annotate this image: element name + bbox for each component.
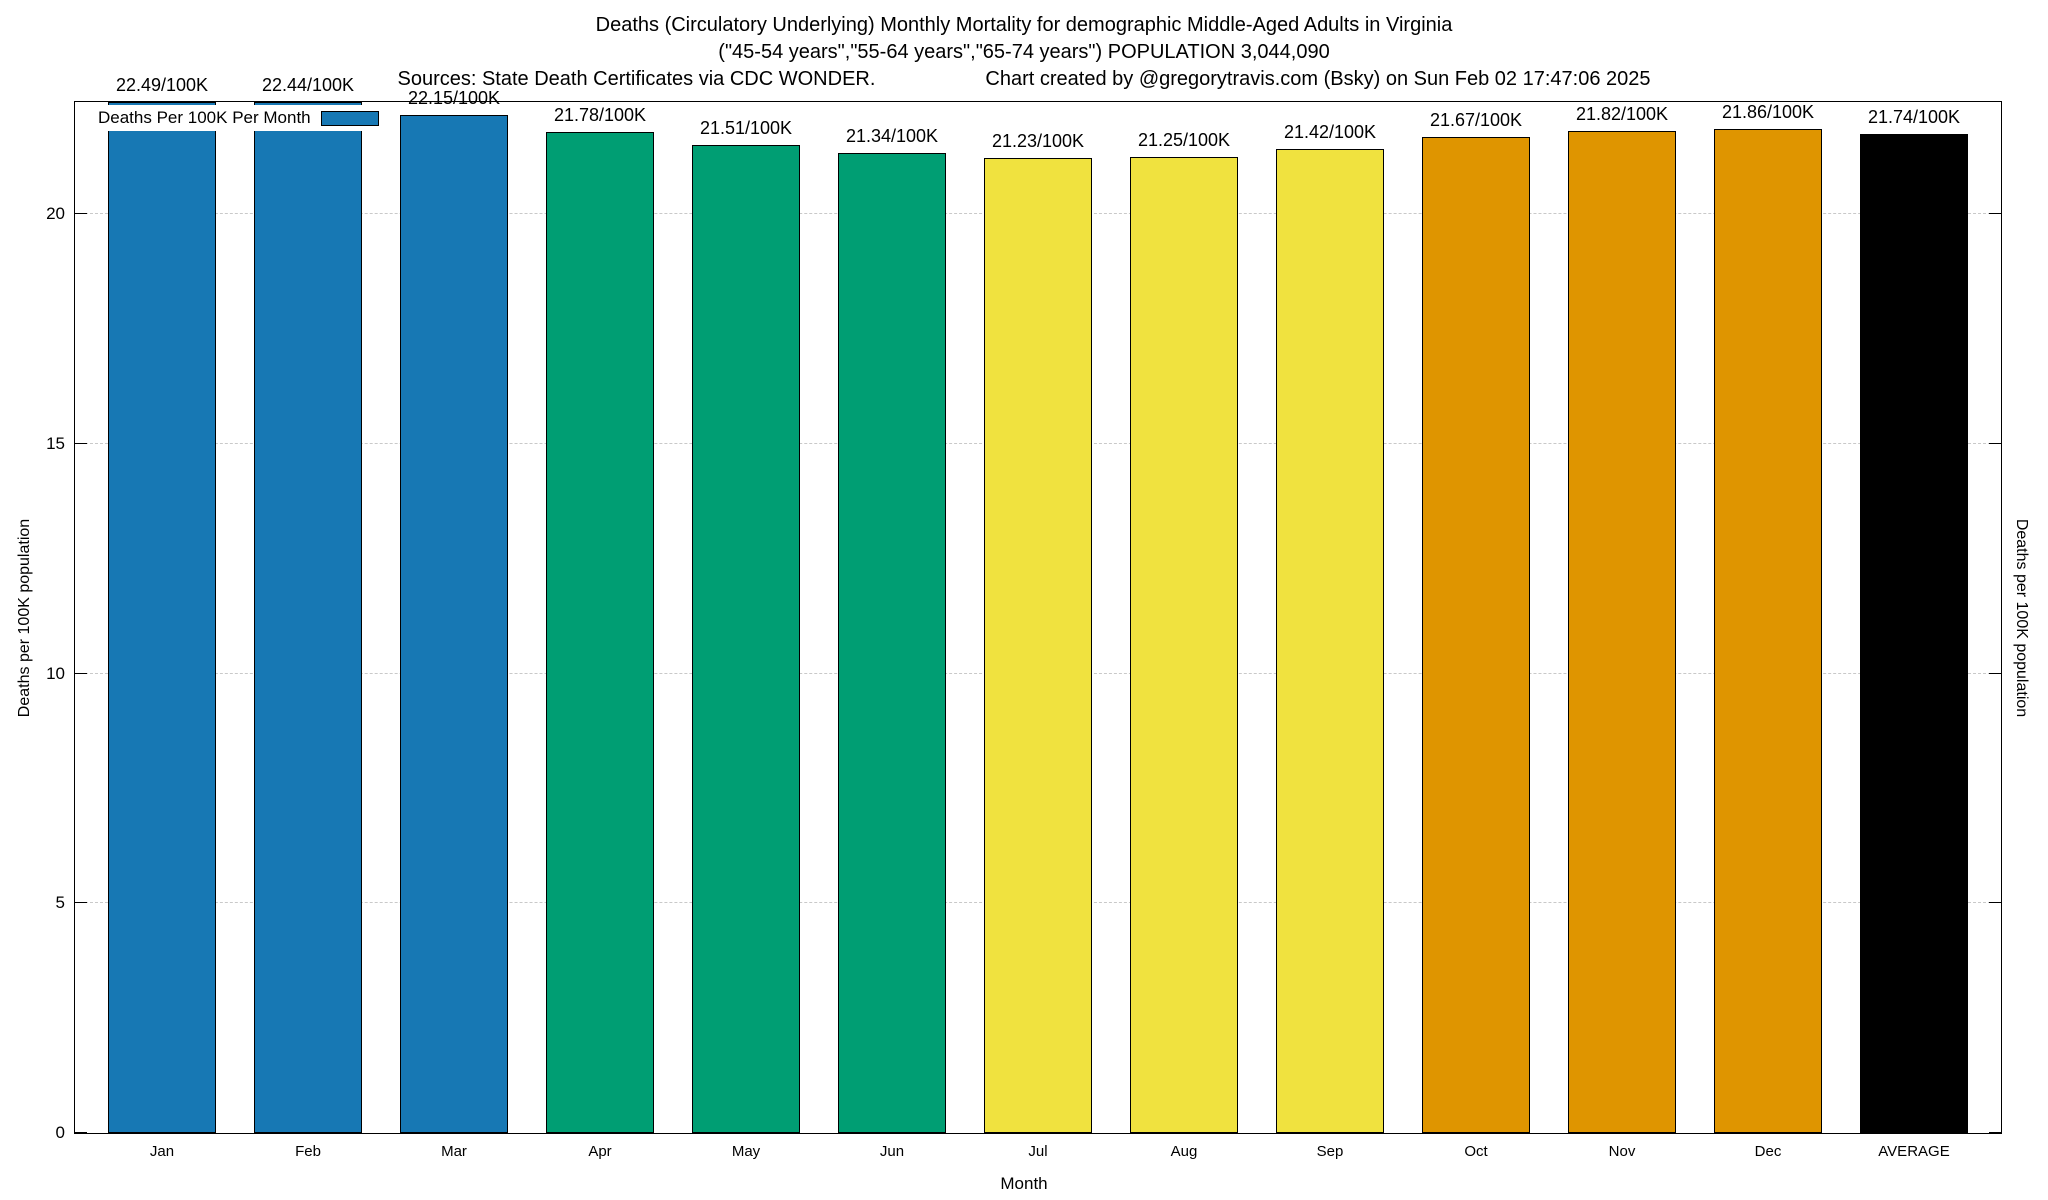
bar-nov — [1567, 130, 1677, 1133]
x-tick-label: Mar — [441, 1143, 467, 1160]
x-tick-label: Jun — [879, 1143, 905, 1160]
bar-slot-apr: 21.78/100K Apr — [527, 102, 673, 1160]
bar-value-label: 21.34/100K — [845, 125, 939, 146]
chart-title-line3: Sources: State Death Certificates via CD… — [0, 66, 2048, 93]
y-tick-label: 10 — [46, 663, 65, 683]
x-tick-label: Dec — [1754, 1143, 1782, 1160]
legend-swatch — [320, 110, 379, 126]
bar-jul — [983, 157, 1093, 1133]
bar-value-label: 22.15/100K — [407, 88, 501, 109]
bar-oct — [1421, 137, 1531, 1133]
bar-apr — [545, 132, 655, 1133]
bar-slot-aug: 21.25/100K Aug — [1111, 102, 1257, 1160]
bar-value-label: 21.25/100K — [1137, 129, 1231, 150]
chart-body: Deaths per 100K population Deaths Per 10… — [0, 75, 2048, 1160]
x-tick-label: Apr — [588, 1143, 612, 1160]
bar-slot-jun: 21.34/100K Jun — [819, 102, 965, 1160]
bar-slot-average: 21.74/100K AVERAGE — [1841, 102, 1987, 1160]
y-axis-label-left: Deaths per 100K population — [6, 101, 44, 1134]
y-tick-label: 5 — [55, 893, 65, 913]
x-tick-label: Sep — [1316, 1143, 1344, 1160]
y-tick-label: 15 — [46, 433, 65, 453]
bar-value-label: 21.74/100K — [1867, 107, 1961, 128]
bar-slot-sep: 21.42/100K Sep — [1257, 102, 1403, 1160]
y-axis-tick-left — [75, 213, 87, 215]
bar-slot-jul: 21.23/100K Jul — [965, 102, 1111, 1160]
chart-title: Deaths (Circulatory Underlying) Monthly … — [595, 14, 1453, 36]
bar-slot-oct: 21.67/100K Oct — [1403, 102, 1549, 1160]
bar-jan — [107, 102, 217, 1133]
bar-may — [691, 144, 801, 1133]
x-tick-label: Feb — [295, 1143, 321, 1160]
bar-value-label: 21.67/100K — [1429, 110, 1523, 131]
bar-slot-mar: 22.15/100K Mar — [381, 88, 527, 1160]
bar-aug — [1129, 156, 1239, 1133]
bar-value-label: 21.82/100K — [1575, 103, 1669, 124]
bar-value-label: 21.42/100K — [1283, 121, 1377, 142]
y-axis-label-right-text: Deaths per 100K population — [2013, 518, 2030, 717]
bar-slot-dec: 21.86/100K Dec — [1695, 101, 1841, 1160]
bar-slot-jan: 22.49/100K Jan — [89, 75, 235, 1160]
chart-subtitle: ("45-54 years","55-64 years","65-74 year… — [718, 41, 1330, 63]
y-axis-tick-right — [1989, 442, 2001, 444]
x-tick-label: Oct — [1464, 1143, 1488, 1160]
bar-value-label: 21.78/100K — [553, 105, 647, 126]
legend-label: Deaths Per 100K Per Month — [98, 108, 311, 127]
bar-slot-may: 21.51/100K May — [673, 102, 819, 1160]
chart-sources: Sources: State Death Certificates via CD… — [397, 68, 876, 90]
y-axis-tick-right — [1989, 1132, 2001, 1133]
y-axis-label-left-text: Deaths per 100K population — [16, 518, 33, 717]
x-tick-label: AVERAGE — [1878, 1143, 1950, 1160]
y-axis-tick-left — [75, 442, 87, 444]
y-axis-tick-right — [1989, 902, 2001, 904]
x-tick-label: Jan — [149, 1143, 175, 1160]
bar-value-label: 21.23/100K — [991, 130, 1085, 151]
y-tick-label: 20 — [46, 204, 65, 224]
y-axis-label-right: Deaths per 100K population — [2002, 101, 2040, 1134]
x-tick-label: Aug — [1170, 1143, 1198, 1160]
bar-value-label: 22.44/100K — [261, 75, 355, 95]
y-axis-tick-left — [75, 1132, 87, 1133]
bar-feb — [253, 102, 363, 1133]
y-axis-tick-left — [75, 672, 87, 674]
bar-jun — [837, 152, 947, 1133]
x-axis-label: Month — [1000, 1174, 1048, 1193]
bar-value-label: 21.51/100K — [699, 117, 793, 138]
legend: Deaths Per 100K Per Month — [89, 105, 388, 131]
y-axis-tick-right — [1989, 672, 2001, 674]
bar-value-label: 22.49/100K — [115, 75, 209, 95]
bar-dec — [1713, 128, 1823, 1133]
plot-area: Deaths Per 100K Per Month 0 5 10 15 20 22.49/… — [46, 75, 2002, 1160]
bar-value-label: 21.86/100K — [1721, 101, 1815, 122]
bars-container: 22.49/100K Jan 22.44/100K Feb 22.15/100K Mar 2… — [75, 75, 2001, 1160]
x-tick-label: Nov — [1608, 1143, 1636, 1160]
x-tick-label: May — [731, 1143, 761, 1160]
bar-sep — [1275, 148, 1385, 1133]
bar-slot-nov: 21.82/100K Nov — [1549, 102, 1695, 1160]
y-axis-tick-right — [1989, 213, 2001, 215]
chart-titles: Deaths (Circulatory Underlying) Monthly … — [0, 0, 2048, 93]
bar-mar — [399, 115, 509, 1133]
y-axis-tick-left — [75, 902, 87, 904]
bar-slot-feb: 22.44/100K Feb — [235, 75, 381, 1160]
bar-average — [1859, 134, 1969, 1133]
x-tick-label: Jul — [1028, 1143, 1048, 1160]
y-tick-label: 0 — [55, 1123, 65, 1142]
chart-credit: Chart created by @gregorytravis.com (Bsk… — [985, 68, 1651, 90]
